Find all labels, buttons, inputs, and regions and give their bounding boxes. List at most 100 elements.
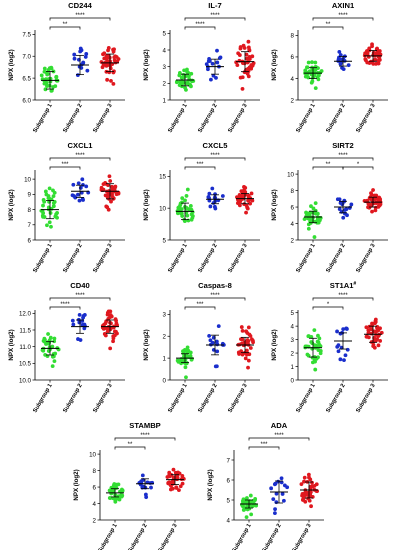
data-point: [307, 475, 311, 480]
chart-panel: 2 4 6 8 NPX (log2) AXIN1 Subgroup 1 Subgroup 2 S…: [271, 1, 388, 134]
y-tick-label: 5: [163, 237, 167, 244]
data-point: [51, 85, 56, 89]
data-point: [43, 189, 48, 194]
data-point: [244, 52, 249, 57]
significance-bracket: [248, 437, 310, 441]
significance-bracket: [184, 17, 246, 21]
y-axis-label: NPX (log2): [143, 329, 150, 360]
data-point: [240, 193, 245, 197]
data-point: [99, 60, 104, 64]
chart-panel: 0 1 2 3 NPX (log2) Caspas-8 Subgroup 1 Subgroup…: [143, 281, 260, 414]
data-point: [336, 343, 341, 348]
data-point: [317, 73, 321, 78]
y-tick-label: 4: [163, 47, 167, 54]
data-point: [313, 86, 318, 91]
x-tick-label: Subgroup 3: [227, 242, 249, 274]
data-point: [101, 182, 106, 186]
data-point: [246, 358, 251, 363]
chart-panel: 2 4 6 8 10 NPX (log2) SIRT2 Subgroup 1 Subgroup …: [271, 141, 388, 274]
significance-bracket: [184, 297, 246, 301]
data-point: [374, 338, 378, 343]
data-point: [338, 201, 343, 205]
data-point: [341, 215, 346, 220]
data-point: [337, 207, 342, 212]
y-tick-label: 8: [28, 207, 32, 214]
data-point: [188, 354, 193, 358]
data-point: [335, 197, 340, 202]
data-point: [72, 52, 77, 57]
y-tick-label: 3: [163, 64, 167, 71]
significance-label: ***: [61, 162, 69, 168]
data-point: [79, 190, 84, 195]
y-tick-label: 2: [291, 350, 295, 357]
data-point: [204, 62, 209, 66]
data-point: [245, 348, 249, 353]
data-point: [184, 206, 189, 210]
data-point: [76, 192, 80, 197]
data-point: [343, 353, 348, 358]
data-point: [246, 198, 251, 203]
data-point: [240, 86, 245, 91]
data-point: [246, 325, 251, 330]
data-point: [188, 204, 193, 208]
significance-label: ****: [210, 153, 220, 159]
data-point: [274, 491, 279, 496]
chart-title: IL-7: [208, 1, 222, 10]
significance-label: ***: [260, 442, 268, 448]
data-point: [42, 339, 47, 344]
data-point: [276, 479, 281, 484]
significance-label: **: [326, 22, 331, 28]
data-point: [103, 333, 108, 338]
data-point: [377, 57, 382, 62]
data-point: [251, 502, 256, 507]
data-point: [109, 485, 114, 490]
data-point: [249, 337, 254, 342]
data-point: [213, 206, 218, 211]
data-point: [190, 210, 195, 215]
data-point: [337, 49, 342, 54]
y-tick-label: 10: [287, 171, 294, 178]
data-point: [247, 57, 252, 61]
x-tick-label: Subgroup 3: [355, 242, 377, 274]
data-point: [239, 189, 244, 194]
data-point: [365, 334, 369, 339]
data-point: [238, 75, 243, 80]
data-point: [240, 328, 245, 333]
data-point: [84, 184, 89, 189]
chart-title: SIRT2: [332, 141, 354, 150]
data-point: [214, 75, 218, 80]
significance-label: ****: [195, 22, 205, 28]
data-point: [111, 336, 116, 341]
y-tick-label: 2: [93, 517, 97, 524]
y-tick-label: 9: [28, 192, 32, 199]
data-point: [215, 342, 220, 347]
data-point: [237, 193, 242, 197]
data-point: [210, 186, 215, 191]
data-point: [377, 49, 381, 54]
data-point: [317, 218, 322, 222]
data-point: [251, 340, 255, 345]
significance-label: ****: [338, 293, 348, 299]
data-point: [47, 220, 52, 225]
y-tick-label: 11.0: [19, 344, 31, 351]
data-point: [319, 69, 324, 73]
data-point: [310, 484, 315, 489]
data-point: [110, 192, 114, 196]
data-point: [299, 482, 304, 487]
chart-title-text: STAMBP: [129, 421, 161, 430]
data-point: [242, 61, 247, 66]
data-point: [303, 74, 308, 79]
x-tick-label: Subgroup 3: [227, 102, 249, 134]
data-point: [113, 498, 118, 503]
data-point: [101, 52, 105, 57]
chart-title: Caspas-8: [198, 281, 232, 290]
data-point: [188, 350, 193, 355]
data-point: [78, 185, 83, 190]
data-point: [239, 325, 244, 329]
data-point: [234, 60, 239, 65]
y-tick-label: 8: [291, 33, 295, 40]
y-axis-label: NPX (log2): [207, 469, 214, 500]
x-tick-label: Subgroup 1: [295, 102, 317, 134]
data-point: [237, 199, 242, 204]
